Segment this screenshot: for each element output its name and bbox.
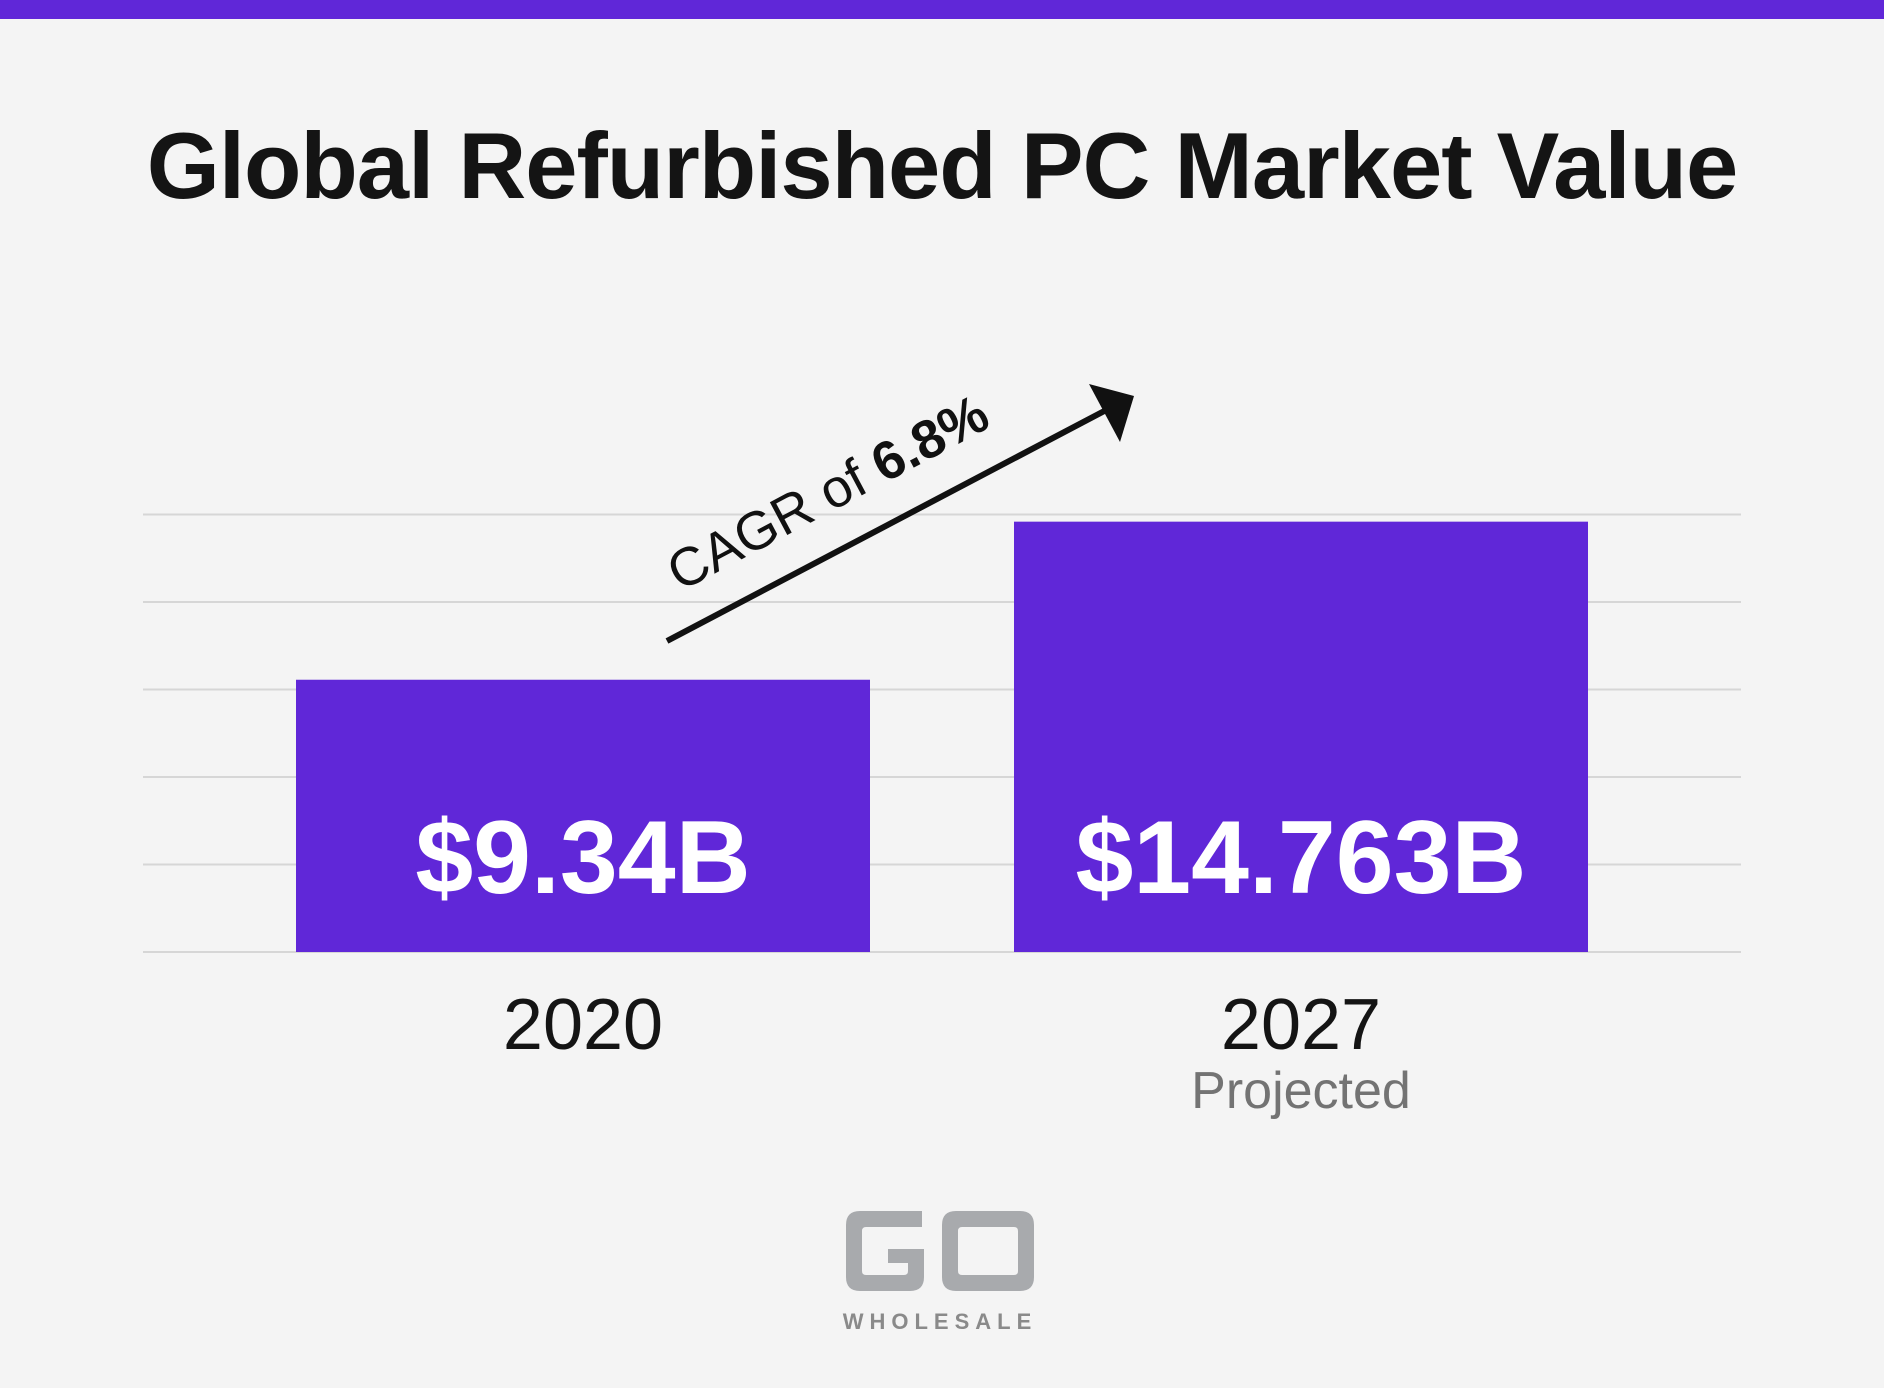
logo-wordmark: WHOLESALE (842, 1309, 1038, 1334)
bar-value-label: $14.763B (1075, 800, 1526, 916)
go-logo-mark-icon (846, 1211, 1034, 1291)
cagr-arrow (665, 405, 1112, 644)
x-tick-label: 2027 (1221, 985, 1381, 1065)
bar-2020 (296, 679, 870, 952)
bar-value-label: $9.34B (415, 800, 750, 916)
top-accent-bar (0, 0, 1884, 19)
cagr-arrowhead (1089, 384, 1134, 442)
chart-title: Global Refurbished PC Market Value (146, 113, 1739, 218)
bar-2027 (1014, 521, 1588, 952)
x-tick-sublabel: Projected (1191, 1062, 1411, 1120)
go-wholesale-logo: WHOLESALE (840, 1205, 1040, 1335)
bars (296, 521, 1588, 952)
cagr-label-text: CAGR of (657, 441, 889, 602)
x-tick-label: 2020 (503, 985, 663, 1065)
